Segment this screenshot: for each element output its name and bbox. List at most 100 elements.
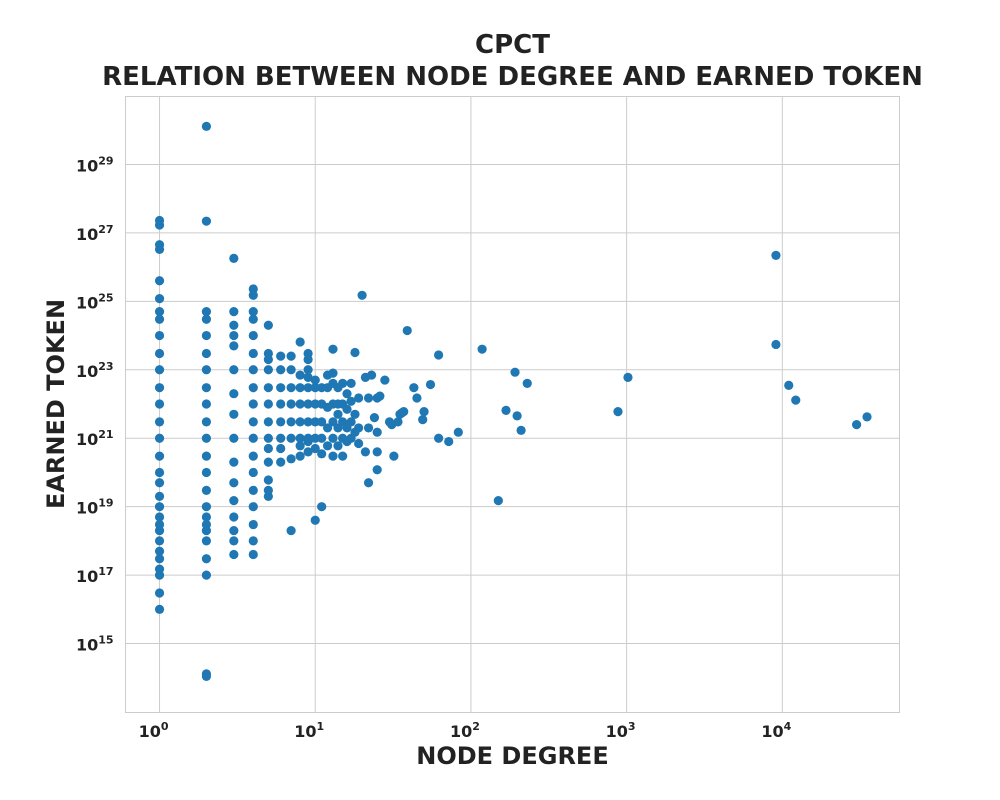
scatter-point bbox=[248, 519, 258, 530]
scatter-point bbox=[229, 409, 239, 419]
scatter-point bbox=[372, 427, 382, 437]
scatter-point bbox=[201, 502, 212, 512]
scatter-point bbox=[303, 433, 313, 443]
scatter-point bbox=[154, 399, 165, 409]
scatter-point bbox=[372, 447, 382, 457]
scatter-point bbox=[154, 536, 165, 546]
scatter-point bbox=[201, 365, 212, 375]
scatter-point bbox=[363, 478, 374, 488]
scatter-point bbox=[229, 478, 239, 488]
y-tick-label: 1029 bbox=[76, 154, 114, 175]
scatter-point bbox=[276, 433, 286, 443]
scatter-point bbox=[248, 467, 258, 478]
scatter-point bbox=[201, 512, 212, 522]
scatter-point bbox=[201, 216, 212, 226]
scatter-point bbox=[154, 491, 165, 501]
scatter-point bbox=[317, 449, 327, 459]
scatter-point bbox=[434, 433, 444, 443]
scatter-point bbox=[154, 546, 165, 556]
scatter-point bbox=[333, 409, 343, 419]
scatter-point bbox=[263, 475, 273, 485]
chart-subtitle: RELATION BETWEEN NODE DEGREE AND EARNED … bbox=[102, 62, 923, 92]
scatter-point bbox=[201, 671, 212, 681]
y-tick-label: 1021 bbox=[76, 428, 114, 449]
scatter-point bbox=[276, 383, 286, 393]
scatter-point bbox=[248, 433, 258, 443]
scatter-point bbox=[510, 367, 520, 377]
scatter-point bbox=[493, 496, 503, 506]
scatter-point bbox=[154, 564, 165, 574]
scatter-point bbox=[771, 250, 781, 260]
scatter-point bbox=[453, 427, 463, 437]
x-tick-label: 104 bbox=[761, 720, 791, 741]
scatter-point bbox=[154, 604, 165, 614]
scatter-point bbox=[375, 391, 385, 401]
scatter-point bbox=[303, 365, 313, 375]
scatter-point bbox=[425, 379, 436, 390]
scatter-point bbox=[310, 515, 320, 525]
scatter-point bbox=[248, 314, 258, 324]
y-tick-label: 1023 bbox=[76, 360, 114, 381]
x-tick-label: 102 bbox=[450, 720, 480, 741]
scatter-point bbox=[248, 502, 258, 512]
scatter-point bbox=[276, 443, 286, 454]
scatter-point bbox=[303, 399, 313, 409]
scatter-point bbox=[154, 467, 165, 478]
scatter-point bbox=[229, 320, 239, 330]
scatter-point bbox=[263, 383, 273, 393]
x-axis-label: NODE DEGREE bbox=[416, 742, 609, 770]
scatter-point bbox=[201, 536, 212, 546]
scatter-point bbox=[338, 451, 348, 461]
scatter-point bbox=[201, 451, 212, 461]
scatter-point bbox=[322, 441, 333, 451]
scatter-points bbox=[154, 121, 872, 681]
scatter-point bbox=[295, 370, 305, 380]
scatter-point bbox=[201, 307, 212, 317]
scatter-point bbox=[862, 412, 872, 422]
scatter-point bbox=[263, 348, 273, 359]
scatter-point bbox=[286, 365, 296, 375]
chart-title: CPCT bbox=[475, 30, 550, 60]
y-axis-label: EARNED TOKEN bbox=[42, 298, 70, 510]
scatter-point bbox=[248, 417, 258, 427]
scatter-point bbox=[791, 395, 801, 405]
scatter-point bbox=[310, 417, 320, 427]
x-tick-label: 101 bbox=[294, 720, 324, 741]
scatter-point bbox=[419, 406, 429, 417]
scatter-point bbox=[317, 433, 327, 443]
scatter-point bbox=[322, 423, 333, 433]
scatter-point bbox=[154, 417, 165, 427]
scatter-point bbox=[154, 478, 165, 488]
scatter-point bbox=[354, 393, 364, 403]
scatter-point bbox=[286, 383, 296, 393]
scatter-point bbox=[248, 536, 258, 546]
scatter-point bbox=[229, 536, 239, 546]
scatter-point bbox=[154, 451, 165, 461]
scatter-point bbox=[516, 425, 526, 435]
scatter-point bbox=[310, 375, 320, 385]
scatter-point bbox=[338, 378, 348, 388]
scatter-point bbox=[286, 417, 296, 427]
x-tick-labels: 100 101 102 103 104 bbox=[139, 720, 792, 741]
scatter-point bbox=[393, 417, 403, 427]
y-tick-label: 1019 bbox=[76, 497, 114, 518]
scatter-point bbox=[295, 399, 305, 409]
scatter-point bbox=[276, 365, 286, 375]
scatter-point bbox=[263, 443, 273, 454]
y-tick-label: 1025 bbox=[76, 291, 114, 312]
scatter-point bbox=[623, 372, 633, 382]
scatter-point bbox=[263, 399, 273, 409]
scatter-point bbox=[286, 351, 296, 361]
scatter-point bbox=[229, 512, 239, 522]
scatter-point bbox=[399, 406, 409, 417]
scatter-point bbox=[248, 549, 258, 560]
scatter-point bbox=[333, 441, 343, 451]
scatter-point bbox=[154, 554, 165, 564]
scatter-point bbox=[363, 393, 374, 403]
scatter-point bbox=[229, 307, 239, 317]
scatter-point bbox=[248, 451, 258, 461]
scatter-point bbox=[154, 314, 165, 324]
y-tick-label: 1015 bbox=[76, 634, 114, 655]
